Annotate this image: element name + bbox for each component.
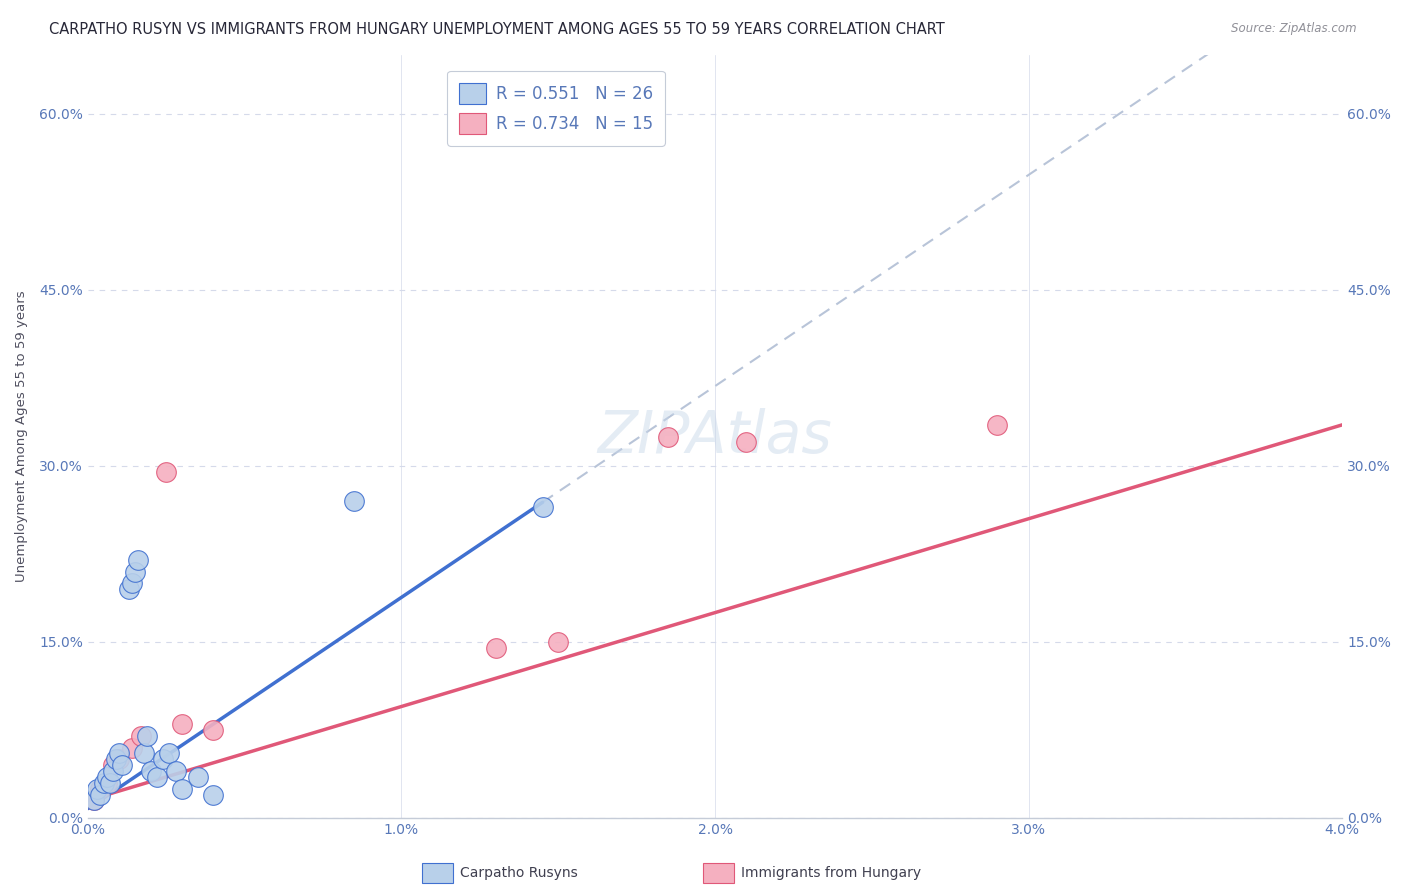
Point xyxy=(152,752,174,766)
Point xyxy=(108,752,131,766)
Point xyxy=(657,429,679,443)
Point xyxy=(121,740,143,755)
Point xyxy=(129,729,152,743)
Y-axis label: Unemployment Among Ages 55 to 59 years: Unemployment Among Ages 55 to 59 years xyxy=(15,291,28,582)
Point xyxy=(484,640,506,655)
Point xyxy=(146,770,169,784)
Point xyxy=(165,764,187,778)
Point xyxy=(101,764,124,778)
Text: Carpatho Rusyns: Carpatho Rusyns xyxy=(460,866,578,880)
Point xyxy=(136,729,159,743)
Point xyxy=(187,770,209,784)
Point xyxy=(101,758,124,772)
Legend: R = 0.551   N = 26, R = 0.734   N = 15: R = 0.551 N = 26, R = 0.734 N = 15 xyxy=(447,71,665,145)
Point xyxy=(202,723,225,737)
Point xyxy=(343,494,366,508)
Text: Immigrants from Hungary: Immigrants from Hungary xyxy=(741,866,921,880)
Point xyxy=(139,764,162,778)
Point xyxy=(83,793,105,807)
Point xyxy=(170,781,193,796)
Point xyxy=(96,776,118,790)
Point xyxy=(986,417,1008,432)
Point xyxy=(735,435,758,450)
Point xyxy=(202,788,225,802)
Point xyxy=(117,582,139,596)
Point xyxy=(86,781,108,796)
Point xyxy=(155,465,177,479)
Text: CARPATHO RUSYN VS IMMIGRANTS FROM HUNGARY UNEMPLOYMENT AMONG AGES 55 TO 59 YEARS: CARPATHO RUSYN VS IMMIGRANTS FROM HUNGAR… xyxy=(49,22,945,37)
Point xyxy=(96,770,118,784)
Point xyxy=(89,781,111,796)
Point xyxy=(89,788,111,802)
Point xyxy=(98,776,121,790)
Point xyxy=(170,717,193,731)
Point xyxy=(105,752,128,766)
Text: Source: ZipAtlas.com: Source: ZipAtlas.com xyxy=(1232,22,1357,36)
Point xyxy=(93,776,115,790)
Point xyxy=(121,576,143,591)
Point xyxy=(157,747,180,761)
Point xyxy=(108,747,131,761)
Text: ZIPAtlas: ZIPAtlas xyxy=(598,408,832,465)
Point xyxy=(124,565,146,579)
Point xyxy=(134,747,156,761)
Point xyxy=(127,553,149,567)
Point xyxy=(111,758,134,772)
Point xyxy=(531,500,554,514)
Point xyxy=(547,635,569,649)
Point xyxy=(83,793,105,807)
